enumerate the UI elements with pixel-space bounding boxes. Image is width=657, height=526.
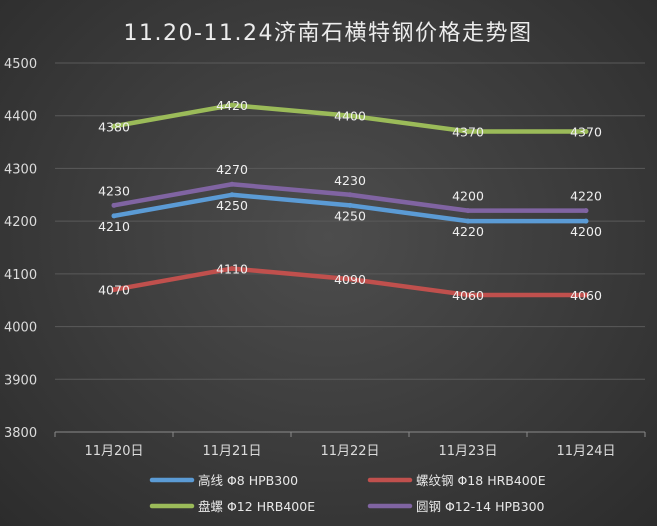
legend: 高线 Φ8 HPB300 螺纹钢 Φ18 HRB400E 盘螺 Φ12 HRB400… [149, 473, 546, 514]
data-point [465, 208, 471, 214]
data-label: 4230 [334, 173, 366, 188]
data-labels: 4380 4420 4400 4370 4370 4070 4110 4090 4060 4060… [98, 98, 602, 303]
legend-label: 盘螺 Φ12 HRB400E [198, 499, 315, 514]
data-point [465, 129, 471, 135]
data-label: 4220 [570, 189, 602, 204]
data-label: 4220 [452, 224, 484, 239]
data-point [111, 287, 117, 293]
x-tick-label: 11月21日 [202, 444, 261, 459]
data-label: 4200 [570, 224, 602, 239]
data-point [229, 102, 235, 108]
data-label: 4370 [570, 125, 602, 140]
y-tick-label: 3800 [4, 426, 37, 441]
y-axis-tick-labels: 3800 3900 4000 4100 4200 4300 4400 4500 [4, 57, 37, 441]
legend-item: 高线 Φ8 HPB300 [149, 473, 298, 488]
data-label: 4270 [216, 162, 248, 177]
legend-label: 高线 Φ8 HPB300 [198, 473, 298, 488]
data-label: 4070 [98, 283, 130, 298]
data-point [229, 192, 235, 198]
x-tick-label: 11月20日 [84, 444, 143, 459]
data-point [465, 218, 471, 224]
y-tick-label: 4500 [4, 57, 37, 72]
data-point [347, 202, 353, 208]
data-label: 4090 [334, 272, 366, 287]
x-tick-label: 11月22日 [320, 444, 379, 459]
data-point [229, 266, 235, 272]
data-label: 4250 [216, 198, 248, 213]
data-point [583, 208, 589, 214]
legend-label: 螺纹钢 Φ18 HRB400E [416, 473, 546, 488]
legend-item: 盘螺 Φ12 HRB400E [149, 499, 315, 514]
data-label: 4200 [452, 189, 484, 204]
data-label: 4420 [216, 98, 248, 113]
data-point [465, 292, 471, 298]
data-point [111, 213, 117, 219]
data-label: 4060 [570, 288, 602, 303]
series-lines [111, 102, 589, 298]
gridlines [54, 62, 646, 437]
data-label: 4230 [98, 183, 130, 198]
y-tick-label: 3900 [4, 373, 37, 388]
x-tick-label: 11月23日 [438, 444, 497, 459]
x-axis-tick-labels: 11月20日 11月21日 11月22日 11月23日 11月24日 [84, 444, 615, 459]
data-point [347, 113, 353, 119]
y-tick-label: 4400 [4, 110, 37, 125]
y-tick-label: 4100 [4, 268, 37, 283]
data-label: 4110 [216, 262, 248, 277]
data-label: 4210 [98, 219, 130, 234]
data-point [111, 123, 117, 129]
y-tick-label: 4200 [4, 215, 37, 230]
legend-item: 螺纹钢 Φ18 HRB400E [367, 473, 546, 488]
chart-title: 11.20-11.24济南石横特钢价格走势图 [124, 21, 533, 46]
data-point [583, 129, 589, 135]
data-label: 4370 [452, 125, 484, 140]
legend-label: 圆钢 Φ12-14 HPB300 [416, 499, 545, 514]
data-point [347, 192, 353, 198]
data-point [347, 276, 353, 282]
y-tick-label: 4000 [4, 321, 37, 336]
data-label: 4400 [334, 109, 366, 124]
data-label: 4250 [334, 208, 366, 223]
data-point [111, 202, 117, 208]
data-label: 4060 [452, 288, 484, 303]
data-point [583, 218, 589, 224]
legend-item: 圆钢 Φ12-14 HPB300 [367, 499, 545, 514]
data-label: 4380 [98, 119, 130, 134]
data-point [229, 181, 235, 187]
y-tick-label: 4300 [4, 162, 37, 177]
data-point [583, 292, 589, 298]
x-tick-label: 11月24日 [556, 444, 615, 459]
